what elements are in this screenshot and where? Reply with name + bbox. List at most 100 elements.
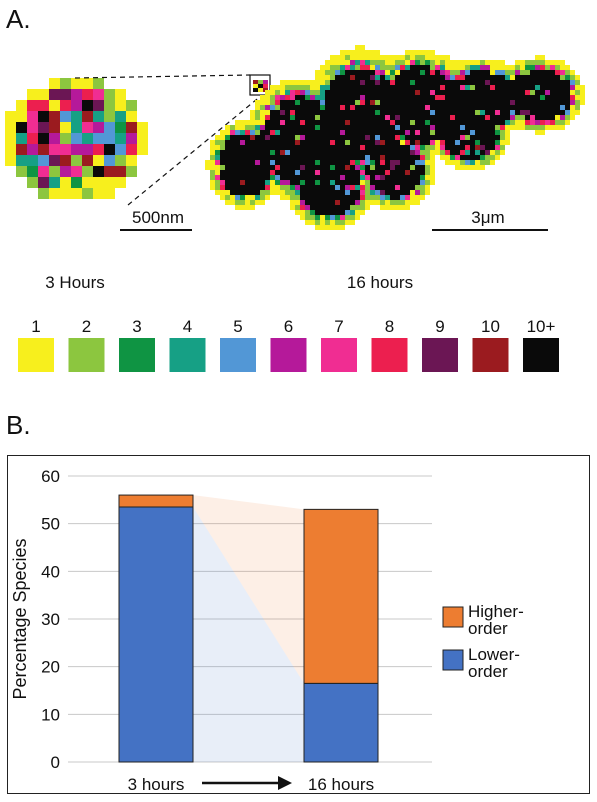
pixel	[210, 165, 215, 170]
pixel	[260, 145, 265, 150]
pixel	[405, 55, 410, 60]
pixel	[445, 155, 450, 160]
pixel	[495, 120, 500, 125]
legend-label-higher-order: order	[468, 619, 508, 638]
pixel	[415, 135, 420, 140]
pixel	[575, 110, 580, 115]
pixel	[430, 155, 435, 160]
pixel	[335, 110, 340, 115]
pixel	[385, 165, 390, 170]
pixel	[49, 188, 60, 199]
pixel	[540, 80, 545, 85]
y-tick-label: 40	[41, 562, 60, 581]
pixel	[570, 110, 575, 115]
pixel	[405, 200, 410, 205]
pixel	[310, 120, 315, 125]
pixel	[455, 145, 460, 150]
pixel	[440, 100, 445, 105]
pixel	[305, 110, 310, 115]
pixel	[355, 115, 360, 120]
pixel	[565, 115, 570, 120]
pixel	[505, 80, 510, 85]
pixel	[490, 105, 495, 110]
pixel	[350, 130, 355, 135]
pixel	[475, 110, 480, 115]
pixel	[450, 120, 455, 125]
pixel	[375, 145, 380, 150]
pixel	[405, 205, 410, 210]
pixel	[505, 105, 510, 110]
pixel	[270, 90, 275, 95]
pixel	[380, 205, 385, 210]
pixel	[325, 200, 330, 205]
pixel	[325, 115, 330, 120]
pixel	[325, 155, 330, 160]
pixel	[104, 133, 115, 144]
pixel	[355, 80, 360, 85]
pixel	[370, 155, 375, 160]
pixel	[375, 50, 380, 55]
pixel	[505, 85, 510, 90]
pixel	[225, 145, 230, 150]
pixel	[500, 60, 505, 65]
pixel	[435, 140, 440, 145]
pixel	[455, 125, 460, 130]
pixel	[425, 150, 430, 155]
pixel	[350, 85, 355, 90]
y-tick-label: 0	[51, 753, 60, 772]
pixel	[295, 90, 300, 95]
pixel	[550, 80, 555, 85]
pixel	[315, 210, 320, 215]
pixel	[320, 165, 325, 170]
pixel	[300, 155, 305, 160]
pixel	[49, 166, 60, 177]
pixel	[305, 115, 310, 120]
pixel	[320, 145, 325, 150]
pixel	[415, 100, 420, 105]
pixel	[485, 100, 490, 105]
zoom-connector-lines	[74, 74, 263, 206]
pixel	[485, 85, 490, 90]
pixel	[520, 70, 525, 75]
pixel	[495, 95, 500, 100]
pixel	[475, 105, 480, 110]
pixel	[515, 120, 520, 125]
scalebar-small: 500nm	[120, 208, 192, 231]
pixel	[445, 95, 450, 100]
pixel	[460, 120, 465, 125]
pixel	[310, 185, 315, 190]
pixel	[315, 220, 320, 225]
pixel	[535, 75, 540, 80]
pixel	[520, 125, 525, 130]
pixel	[315, 140, 320, 145]
pixel	[445, 80, 450, 85]
pixel	[340, 105, 345, 110]
pixel	[370, 190, 375, 195]
pixel	[395, 185, 400, 190]
pixel	[360, 85, 365, 90]
pixel	[325, 185, 330, 190]
pixel	[410, 185, 415, 190]
pixel	[240, 195, 245, 200]
pixel	[440, 150, 445, 155]
pixel	[285, 120, 290, 125]
pixel	[500, 130, 505, 135]
pixel	[390, 110, 395, 115]
pixel	[380, 195, 385, 200]
pixel	[425, 100, 430, 105]
pixel	[480, 165, 485, 170]
pixel	[555, 100, 560, 105]
pixel	[260, 170, 265, 175]
pixel	[530, 125, 535, 130]
pixel	[375, 200, 380, 205]
pixel	[495, 145, 500, 150]
pixel	[530, 75, 535, 80]
pixel	[280, 145, 285, 150]
pixel	[330, 60, 335, 65]
pixel	[445, 125, 450, 130]
pixel	[210, 140, 215, 145]
pixel	[370, 125, 375, 130]
pixel	[295, 185, 300, 190]
pixel	[265, 135, 270, 140]
pixel	[255, 105, 260, 110]
